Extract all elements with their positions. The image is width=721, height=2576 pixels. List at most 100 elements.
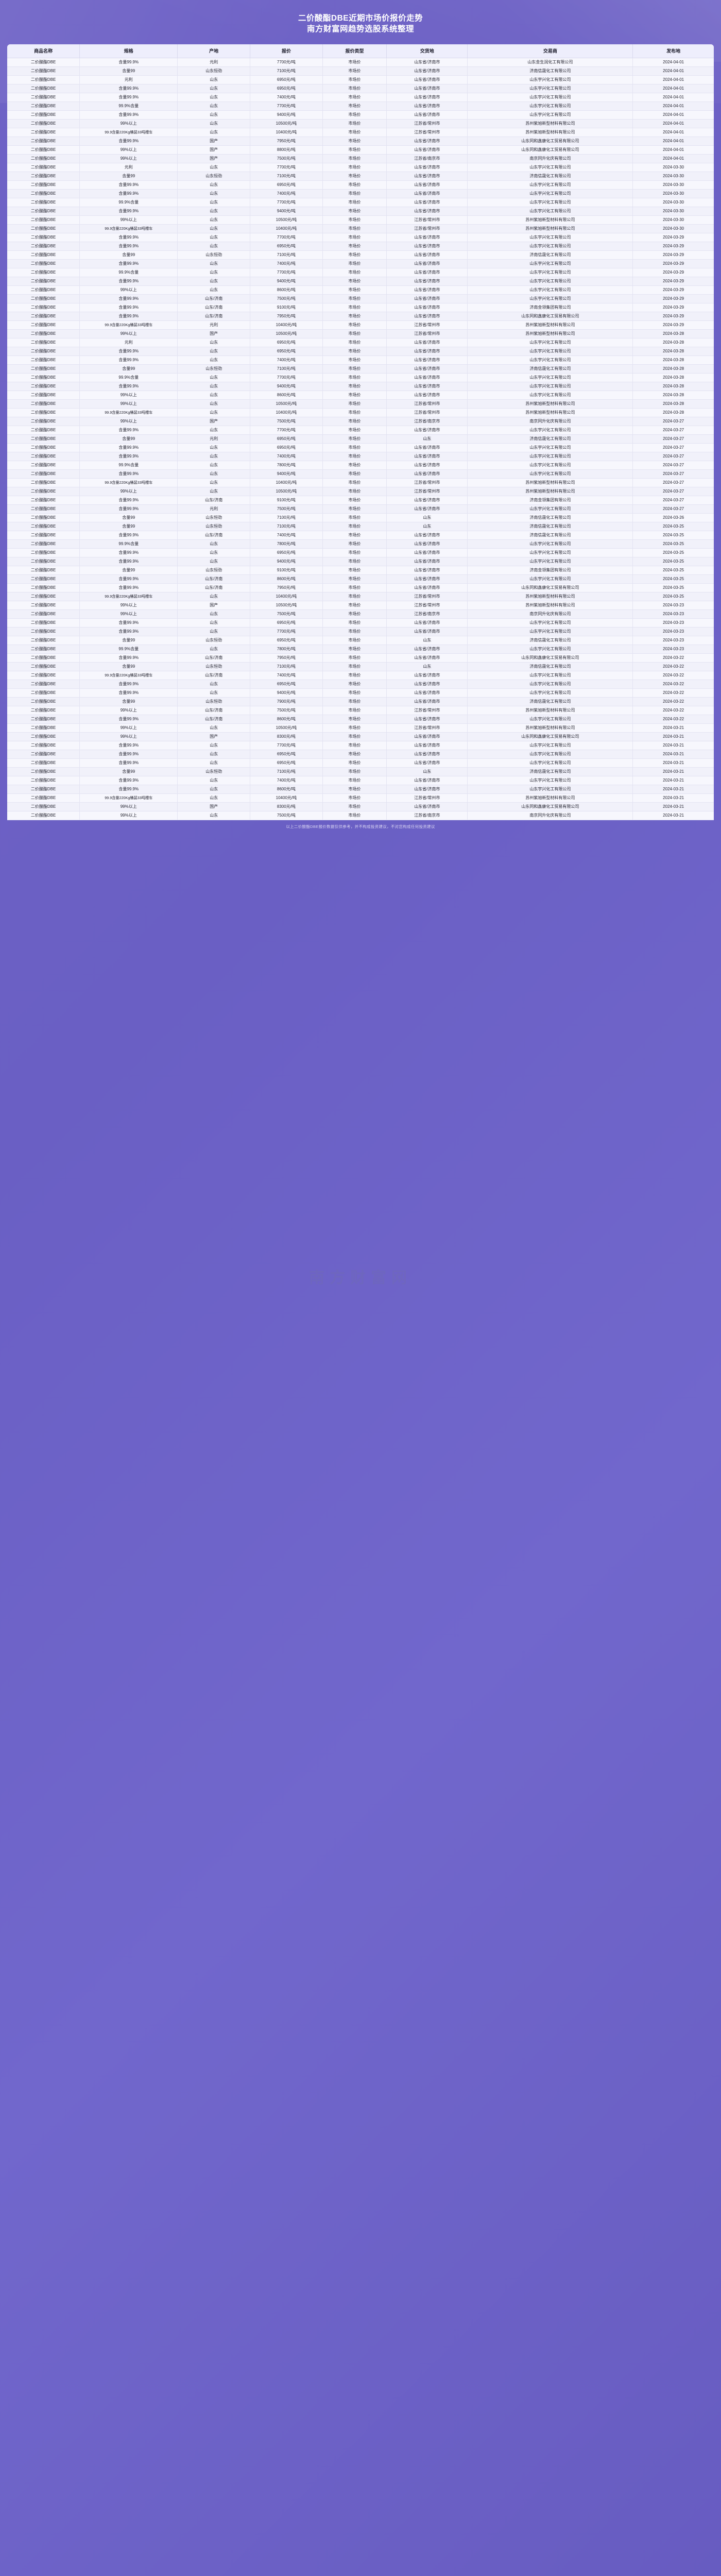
table-row[interactable]: 二价酸酯DBE 99.9%含量 山东 7700元/吨 市场价 山东省/济南市 山东宇兴化工有… [7, 268, 714, 277]
table-row[interactable]: 二价酸酯DBE 含量99 山东恒劲 7100元/吨 市场价 山东省/济南市 济南信晟化工有限… [7, 364, 714, 374]
column-header-date[interactable]: 发布地 [632, 44, 714, 58]
column-header-deliv[interactable]: 交货地 [386, 44, 468, 58]
table-row[interactable]: 二价酸酯DBE 99.9%含量 山东 7800元/吨 市场价 山东省/济南市 山东宇兴化工有… [7, 461, 714, 470]
table-row[interactable]: 二价酸酯DBE 99%以上 山东 8600元/吨 市场价 山东省/济南市 山东宇兴化工有限公… [7, 285, 714, 295]
table-row[interactable]: 二价酸酯DBE 含量99.9% 山东/济南 7400元/吨 市场价 山东省/济南市 济南信晟… [7, 531, 714, 540]
table-row[interactable]: 二价酸酯DBE 含量99.9% 山东 6950元/吨 市场价 山东省/济南市 山东宇兴化工有… [7, 242, 714, 251]
table-row[interactable]: 二价酸酯DBE 99%以上 山东 10500元/吨 市场价 江苏省/常州市 苏州紫旭新型材料… [7, 399, 714, 409]
table-row[interactable]: 二价酸酯DBE 99.9含量220Kg桶装33吨槽车 山东 10400元/吨 市场价 江苏… [7, 478, 714, 487]
table-row[interactable]: 二价酸酯DBE 含量99 元利 6950元/吨 市场价 山东 济南信晟化工有限公司 2024-… [7, 434, 714, 444]
table-row[interactable]: 二价酸酯DBE 99%以上 山东 7500元/吨 市场价 江苏省/南京市 南京同升化庆有限公… [7, 811, 714, 820]
table-row[interactable]: 二价酸酯DBE 99.9含量220Kg桶装33吨槽车 山东 10400元/吨 市场价 江苏… [7, 408, 714, 417]
table-row[interactable]: 二价酸酯DBE 含量99.9% 山东/济南 9100元/吨 市场价 山东省/济南市 济南金领… [7, 303, 714, 312]
table-row[interactable]: 二价酸酯DBE 含量99.9% 山东 7400元/吨 市场价 山东省/济南市 山东宇兴化工有… [7, 93, 714, 102]
table-row[interactable]: 二价酸酯DBE 含量99.9% 山东/济南 8600元/吨 市场价 山东省/济南市 山东宇兴… [7, 574, 714, 584]
table-row[interactable]: 二价酸酯DBE 含量99.9% 山东/济南 7950元/吨 市场价 山东省/济南市 山东同和… [7, 583, 714, 592]
table-row[interactable]: 二价酸酯DBE 含量99.9% 山东 7400元/吨 市场价 山东省/济南市 山东宇兴化工有… [7, 776, 714, 785]
table-row[interactable]: 二价酸酯DBE 含量99.9% 山东 7700元/吨 市场价 山东省/济南市 山东宇兴化工有… [7, 741, 714, 750]
table-row[interactable]: 二价酸酯DBE 99.9%含量 山东 7700元/吨 市场价 山东省/济南市 山东宇兴化工有… [7, 101, 714, 111]
table-row[interactable]: 二价酸酯DBE 99.9含量220Kg桶装33吨槽车 山东 10400元/吨 市场价 江苏… [7, 128, 714, 137]
table-row[interactable]: 二价酸酯DBE 含量99.9% 山东 9400元/吨 市场价 山东省/济南市 山东宇兴化工有… [7, 382, 714, 391]
table-row[interactable]: 二价酸酯DBE 含量99.9% 山东 7400元/吨 市场价 山东省/济南市 山东宇兴化工有… [7, 452, 714, 461]
table-row[interactable]: 二价酸酯DBE 99%以上 山东 10500元/吨 市场价 江苏省/常州市 苏州紫旭新型材料… [7, 487, 714, 496]
column-header-name[interactable]: 商品名称 [7, 44, 80, 58]
table-row[interactable]: 二价酸酯DBE 含量99 山东恒劲 7100元/吨 市场价 山东省/济南市 济南信晟化工有限… [7, 250, 714, 260]
table-row[interactable]: 二价酸酯DBE 含量99 山东恒劲 7100元/吨 市场价 山东 济南信晟化工有限公司 202… [7, 513, 714, 522]
table-row[interactable]: 二价酸酯DBE 99%以上 山东/济南 7500元/吨 市场价 江苏省/常州市 苏州紫旭新型… [7, 706, 714, 715]
table-row[interactable]: 二价酸酯DBE 元利 山东 6950元/吨 市场价 山东省/济南市 山东宇兴化工有限公司 20… [7, 75, 714, 84]
table-row[interactable]: 二价酸酯DBE 含量99.9% 山东 6950元/吨 市场价 山东省/济南市 山东宇兴化工有… [7, 680, 714, 689]
table-row[interactable]: 二价酸酯DBE 99%以上 国产 8800元/吨 市场价 山东省/济南市 山东同和鑫康化工贸… [7, 145, 714, 155]
table-row[interactable]: 二价酸酯DBE 含量99.9% 国产 7950元/吨 市场价 山东省/济南市 山东同和鑫康化… [7, 137, 714, 146]
table-row[interactable]: 二价酸酯DBE 含量99.9% 元利 7500元/吨 市场价 山东省/济南市 山东宇兴化工有… [7, 504, 714, 514]
table-row[interactable]: 二价酸酯DBE 99%以上 山东 10500元/吨 市场价 江苏省/常州市 苏州紫旭新型材料… [7, 723, 714, 733]
cell-ptype: 市场价 [322, 496, 387, 505]
table-row[interactable]: 二价酸酯DBE 含量99 山东恒劲 7100元/吨 市场价 山东 济南信晟化工有限公司 202… [7, 522, 714, 531]
table-row[interactable]: 二价酸酯DBE 含量99.9% 元利 7700元/吨 市场价 山东省/济南市 山东金生润化工… [7, 58, 714, 67]
table-row[interactable]: 二价酸酯DBE 99.9含量220Kg桶装33吨槽车 元利 10400元/吨 市场价 江苏… [7, 320, 714, 330]
table-row[interactable]: 二价酸酯DBE 含量99.9% 山东 6950元/吨 市场价 山东省/济南市 山东宇兴化工有… [7, 347, 714, 356]
table-row[interactable]: 二价酸酯DBE 含量99.9% 山东 7700元/吨 市场价 山东省/济南市 山东宇兴化工有… [7, 627, 714, 636]
table-row[interactable]: 二价酸酯DBE 含量99.9% 山东 6950元/吨 市场价 山东省/济南市 山东宇兴化工有… [7, 84, 714, 93]
page-subtitle: 南方财富网趋势选股系统整理 [306, 25, 414, 33]
table-row[interactable]: 二价酸酯DBE 含量99.9% 山东 9400元/吨 市场价 山东省/济南市 山东宇兴化工有… [7, 557, 714, 566]
table-row[interactable]: 二价酸酯DBE 元利 山东 7700元/吨 市场价 山东省/济南市 山东宇兴化工有限公司 20… [7, 163, 714, 172]
table-row[interactable]: 二价酸酯DBE 含量99.9% 山东 9400元/吨 市场价 山东省/济南市 山东宇兴化工有… [7, 469, 714, 479]
table-row[interactable]: 二价酸酯DBE 99.9含量220Kg桶装33吨槽车 山东 10400元/吨 市场价 江苏… [7, 793, 714, 803]
table-row[interactable]: 二价酸酯DBE 含量99.9% 山东/济南 7500元/吨 市场价 山东省/济南市 山东宇兴… [7, 294, 714, 303]
table-row[interactable]: 二价酸酯DBE 含量99.9% 山东 7400元/吨 市场价 山东省/济南市 山东宇兴化工有… [7, 355, 714, 365]
table-row[interactable]: 二价酸酯DBE 元利 山东 6950元/吨 市场价 山东省/济南市 山东宇兴化工有限公司 20… [7, 338, 714, 347]
table-row[interactable]: 二价酸酯DBE 含量99 山东恒劲 7100元/吨 市场价 山东 济南信晟化工有限公司 202… [7, 662, 714, 671]
table-row[interactable]: 二价酸酯DBE 含量99.9% 山东 6950元/吨 市场价 山东省/济南市 山东宇兴化工有… [7, 750, 714, 759]
cell-date: 2024-03-25 [632, 548, 714, 557]
table-row[interactable]: 二价酸酯DBE 含量99 山东恒劲 6950元/吨 市场价 山东 济南信晟化工有限公司 202… [7, 636, 714, 645]
table-row[interactable]: 二价酸酯DBE 含量99.9% 山东 7700元/吨 市场价 山东省/济南市 山东宇兴化工有… [7, 233, 714, 242]
table-row[interactable]: 二价酸酯DBE 含量99.9% 山东 7400元/吨 市场价 山东省/济南市 山东宇兴化工有… [7, 189, 714, 198]
table-row[interactable]: 二价酸酯DBE 含量99.9% 山东 6950元/吨 市场价 山东省/济南市 山东宇兴化工有… [7, 548, 714, 557]
table-row[interactable]: 二价酸酯DBE 含量99.9% 山东 6950元/吨 市场价 山东省/济南市 山东宇兴化工有… [7, 758, 714, 768]
column-header-origin[interactable]: 产地 [177, 44, 250, 58]
table-row[interactable]: 二价酸酯DBE 99.9%含量 山东 7700元/吨 市场价 山东省/济南市 山东宇兴化工有… [7, 198, 714, 207]
table-row[interactable]: 二价酸酯DBE 含量99 山东恒劲 7100元/吨 市场价 山东省/济南市 济南信晟化工有限… [7, 172, 714, 181]
table-row[interactable]: 二价酸酯DBE 99.9%含量 山东 7700元/吨 市场价 山东省/济南市 山东宇兴化工有… [7, 373, 714, 382]
table-row[interactable]: 二价酸酯DBE 99%以上 国产 7500元/吨 市场价 江苏省/南京市 南京同升化庆有限公… [7, 154, 714, 163]
table-row[interactable]: 二价酸酯DBE 含量99.9% 山东/济南 8600元/吨 市场价 山东省/济南市 山东宇兴… [7, 715, 714, 724]
table-row[interactable]: 二价酸酯DBE 含量99.9% 山东 9400元/吨 市场价 山东省/济南市 山东宇兴化工有… [7, 277, 714, 286]
table-row[interactable]: 二价酸酯DBE 含量99.9% 山东 7700元/吨 市场价 山东省/济南市 山东宇兴化工有… [7, 426, 714, 435]
table-row[interactable]: 二价酸酯DBE 99%以上 国产 7500元/吨 市场价 江苏省/南京市 南京同升化庆有限公… [7, 417, 714, 426]
column-header-price[interactable]: 报价 [250, 44, 323, 58]
table-row[interactable]: 二价酸酯DBE 含量99.9% 山东/济南 9100元/吨 市场价 山东省/济南市 济南金领… [7, 496, 714, 505]
table-row[interactable]: 二价酸酯DBE 含量99.9% 山东 9400元/吨 市场价 山东省/济南市 山东宇兴化工有… [7, 688, 714, 698]
table-row[interactable]: 二价酸酯DBE 含量99.9% 山东 6950元/吨 市场价 山东省/济南市 山东宇兴化工有… [7, 618, 714, 628]
table-row[interactable]: 二价酸酯DBE 99%以上 山东 8600元/吨 市场价 山东省/济南市 山东宇兴化工有限公… [7, 391, 714, 400]
table-row[interactable]: 二价酸酯DBE 含量99.9% 山东 6950元/吨 市场价 山东省/济南市 山东宇兴化工有… [7, 180, 714, 190]
table-row[interactable]: 二价酸酯DBE 含量99 山东恒劲 7900元/吨 市场价 山东省/济南市 济南信晟化工有限… [7, 697, 714, 706]
table-row[interactable]: 二价酸酯DBE 99%以上 国产 8300元/吨 市场价 山东省/济南市 山东同和鑫康化工贸… [7, 802, 714, 811]
table-row[interactable]: 二价酸酯DBE 99%以上 国产 10500元/吨 市场价 江苏省/常州市 苏州紫旭新型材料… [7, 601, 714, 610]
table-row[interactable]: 二价酸酯DBE 99.9%含量 山东 7800元/吨 市场价 山东省/济南市 山东宇兴化工有… [7, 645, 714, 654]
table-row[interactable]: 二价酸酯DBE 99%以上 山东 10500元/吨 市场价 江苏省/常州市 苏州紫旭新型材料… [7, 215, 714, 225]
column-header-ptype[interactable]: 报价类型 [322, 44, 387, 58]
table-row[interactable]: 二价酸酯DBE 99.9含量220Kg桶装33吨槽车 山东 10400元/吨 市场价 江苏… [7, 592, 714, 601]
table-row[interactable]: 二价酸酯DBE 99.9含量220Kg桶装33吨槽车 山东 10400元/吨 市场价 江苏… [7, 224, 714, 233]
cell-origin: 山东/济南 [177, 531, 250, 540]
table-row[interactable]: 二价酸酯DBE 含量99.9% 山东 8600元/吨 市场价 山东省/济南市 山东宇兴化工有… [7, 785, 714, 794]
column-header-spec[interactable]: 规格 [79, 44, 178, 58]
table-row[interactable]: 二价酸酯DBE 含量99.9% 山东 9400元/吨 市场价 山东省/济南市 山东宇兴化工有… [7, 110, 714, 120]
table-row[interactable]: 二价酸酯DBE 含量99.9% 山东 9400元/吨 市场价 山东省/济南市 山东宇兴化工有… [7, 207, 714, 216]
table-row[interactable]: 二价酸酯DBE 含量99 山东恒劲 9100元/吨 市场价 山东省/济南市 济南金领集团有限… [7, 566, 714, 575]
table-row[interactable]: 二价酸酯DBE 99%以上 国产 10500元/吨 市场价 江苏省/常州市 苏州紫旭新型材料… [7, 329, 714, 338]
table-row[interactable]: 二价酸酯DBE 99%以上 山东 10500元/吨 市场价 江苏省/常州市 苏州紫旭新型材料… [7, 119, 714, 128]
table-row[interactable]: 二价酸酯DBE 含量99.9% 山东/济南 7950元/吨 市场价 山东省/济南市 山东同和… [7, 312, 714, 321]
table-row[interactable]: 二价酸酯DBE 含量99 山东恒劲 7100元/吨 市场价 山东省/济南市 济南信晟化工有限… [7, 66, 714, 76]
table-row[interactable]: 二价酸酯DBE 99%以上 山东 7500元/吨 市场价 江苏省/南京市 南京同升化庆有限公… [7, 609, 714, 619]
table-row[interactable]: 二价酸酯DBE 含量99.9% 山东 6950元/吨 市场价 山东省/济南市 山东宇兴化工有… [7, 443, 714, 452]
table-row[interactable]: 二价酸酯DBE 含量99.9% 山东/济南 7950元/吨 市场价 山东省/济南市 山东同和… [7, 653, 714, 663]
cell-spec: 含量99.9% [79, 303, 178, 312]
column-header-trader[interactable]: 交易商 [467, 44, 633, 58]
table-row[interactable]: 二价酸酯DBE 99.9%含量 山东 7800元/吨 市场价 山东省/济南市 山东宇兴化工有… [7, 539, 714, 549]
table-row[interactable]: 二价酸酯DBE 99%以上 国产 8300元/吨 市场价 山东省/济南市 山东同和鑫康化工贸… [7, 732, 714, 741]
table-row[interactable]: 二价酸酯DBE 含量99.9% 山东 7400元/吨 市场价 山东省/济南市 山东宇兴化工有… [7, 259, 714, 268]
table-row[interactable]: 二价酸酯DBE 99.9含量220Kg桶装33吨槽车 山东/济南 7400元/吨 市场价… [7, 671, 714, 680]
table-row[interactable]: 二价酸酯DBE 含量99 山东恒劲 7100元/吨 市场价 山东 济南信晟化工有限公司 202… [7, 767, 714, 776]
